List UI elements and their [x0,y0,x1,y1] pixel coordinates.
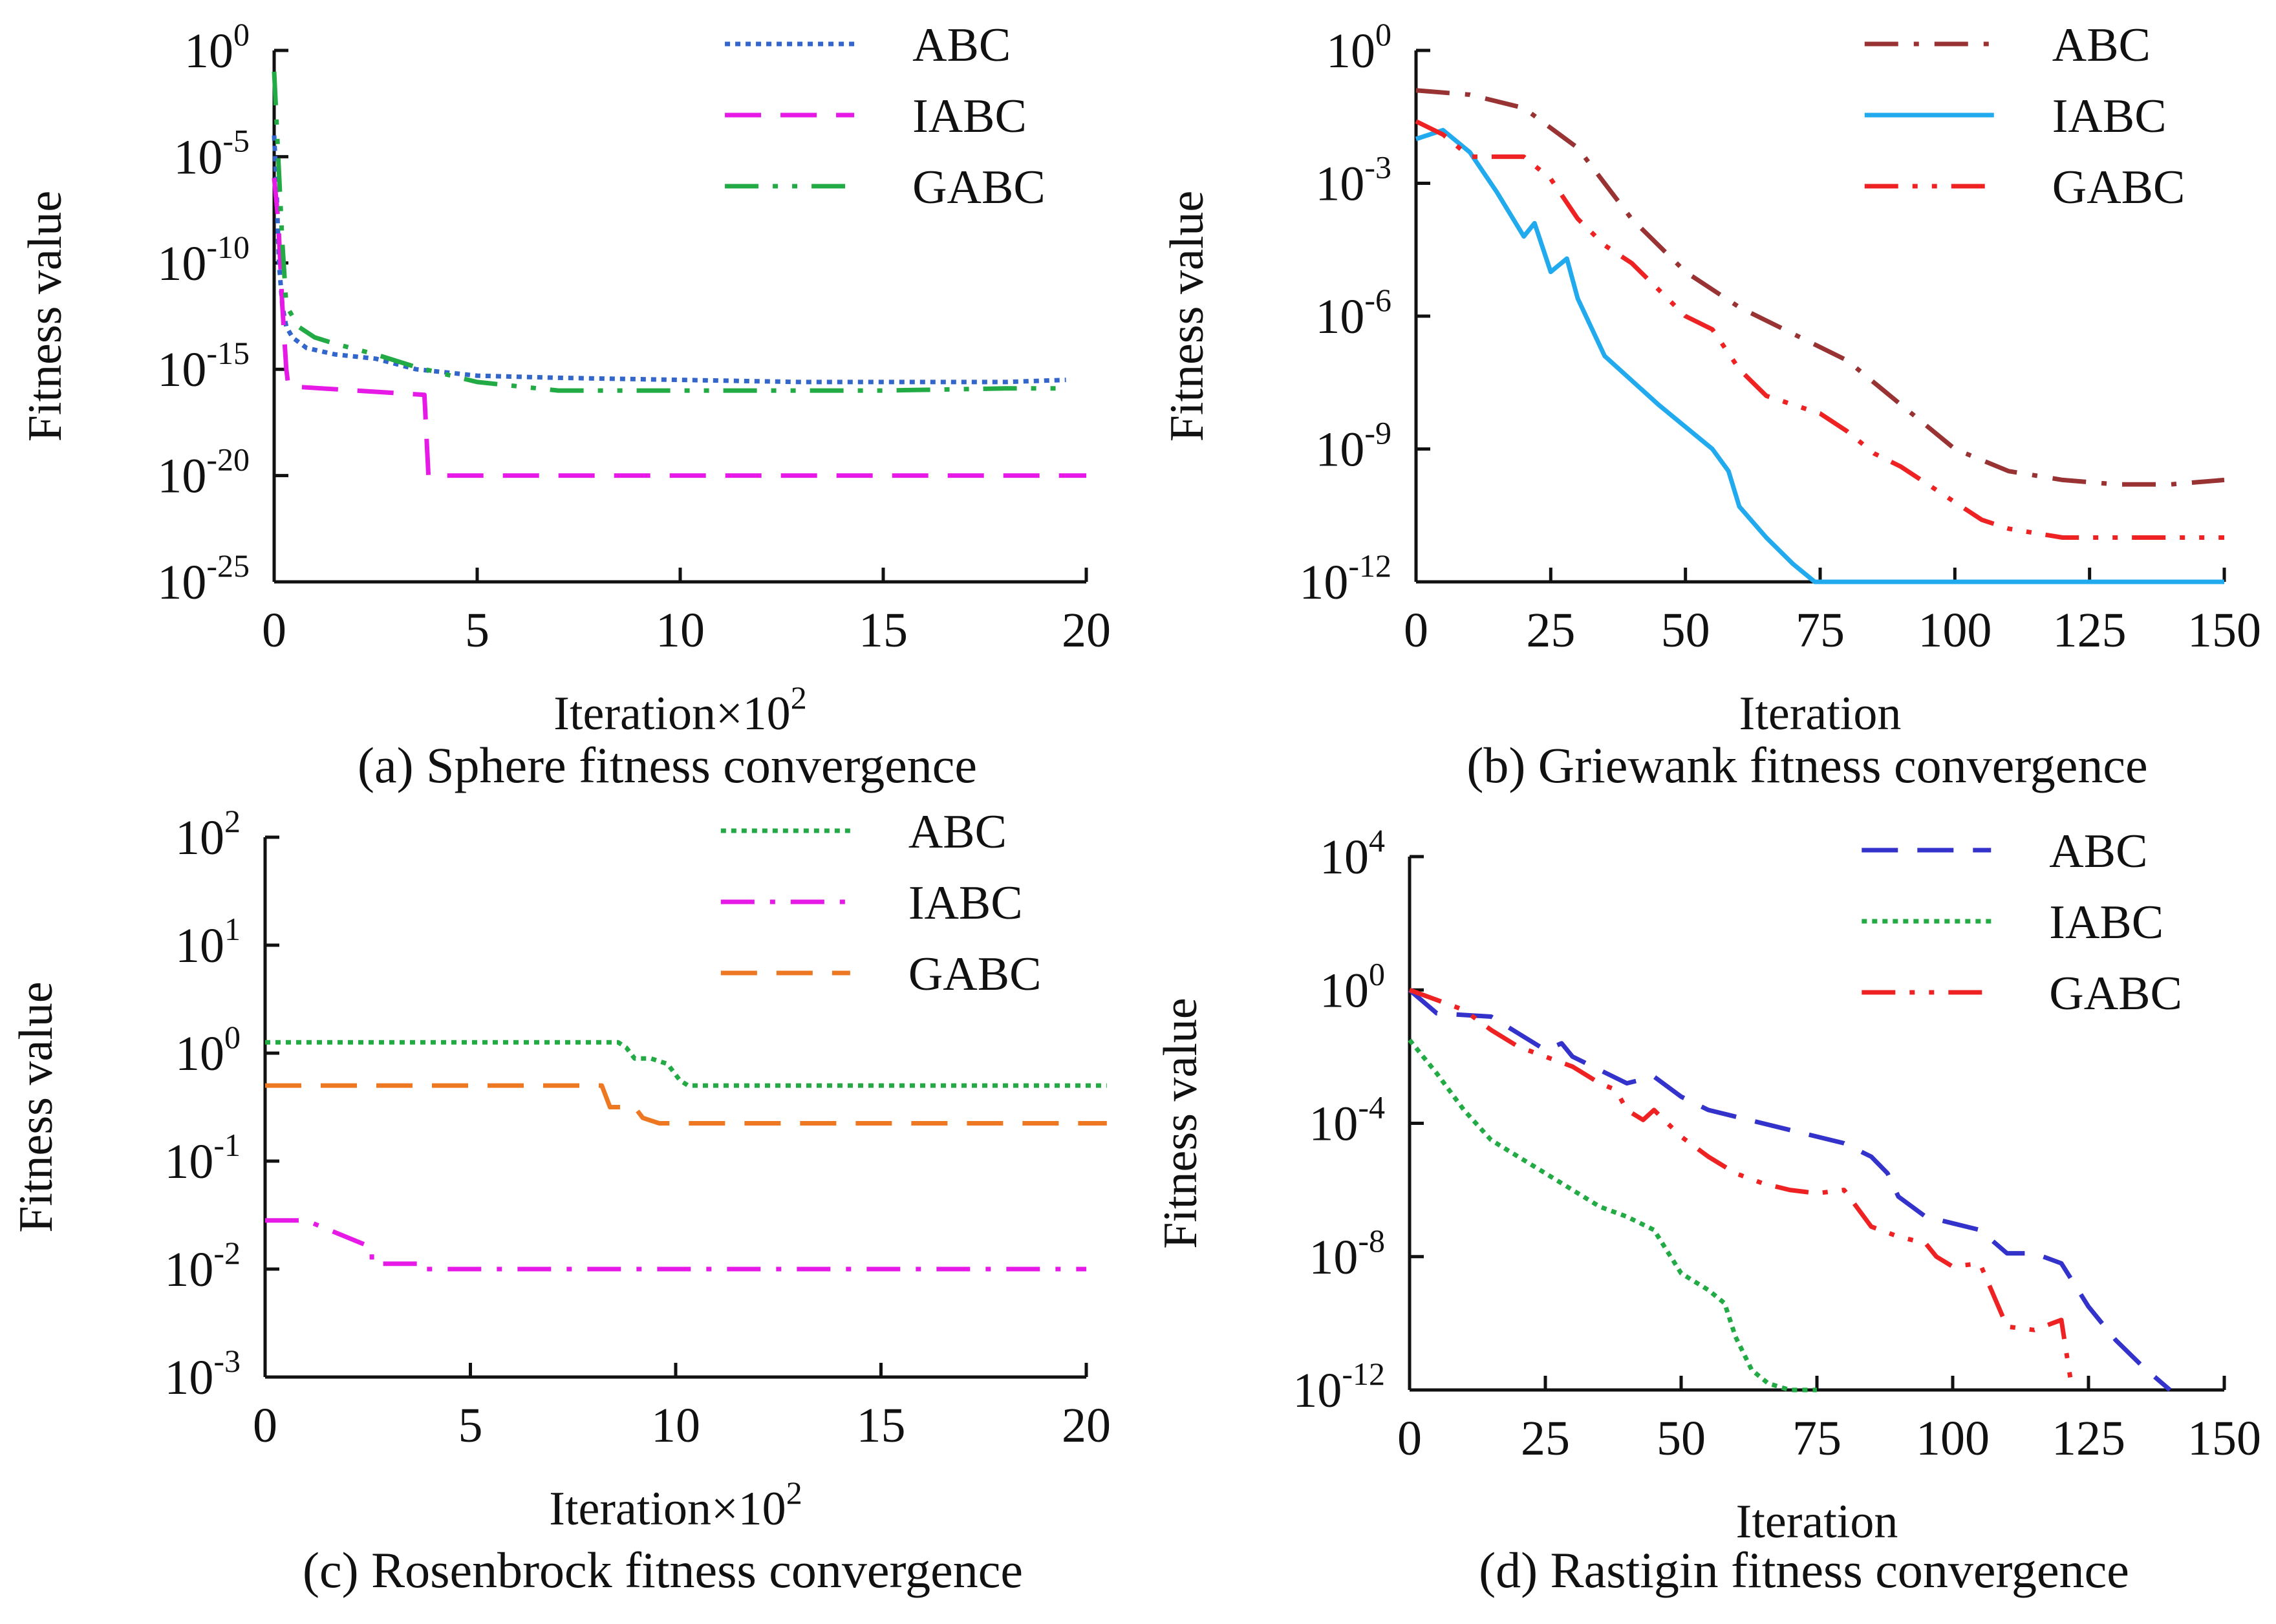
x-tick-label: 100 [1918,603,1992,657]
legend-label-abc: ABC [2049,825,2147,878]
legend-label-iabc: IABC [2052,90,2167,143]
x-tick-label: 25 [1521,1411,1570,1466]
y-tick-label: 10-5 [173,122,250,184]
x-axis-title: Iteration [1739,687,1902,740]
y-tick-label: 104 [1320,822,1385,884]
panel-2: 0 25 50 75 100 125 150 100 10-3 10-6 10-9 10-12 Fitn… [1161,16,2261,793]
series-line-iabc [265,1218,1086,1272]
y-tick-label: 10-3 [164,1343,241,1405]
x-tick-label: 10 [651,1398,700,1453]
x-tick-label: 0 [1404,603,1428,657]
series-line-gabc [272,71,1066,393]
series-line-iabc [1415,127,2224,584]
x-tick-label: 15 [859,603,908,657]
y-axis-title: Fitness value [10,981,63,1232]
legend-label-iabc: IABC [908,877,1023,930]
y-tick-label: 10-10 [157,229,250,291]
x-tick-label: 0 [262,603,286,657]
x-tick-label: 0 [1397,1411,1422,1466]
series-line-gabc [265,1083,1107,1126]
y-tick-label: 10-8 [1309,1223,1385,1285]
x-axis-title: Iteration×102 [553,679,806,740]
legend-label-gabc: GABC [2049,967,2182,1020]
legend-label-abc: ABC [912,19,1011,72]
series-line-gabc [1408,988,2075,1391]
y-tick-label: 10-12 [1293,1356,1385,1418]
y-tick-label: 100 [1320,956,1385,1018]
y-tick-label: 10-25 [157,548,250,610]
y-tick-label: 100 [184,16,250,78]
x-axis-title: Iteration [1736,1495,1898,1548]
y-tick-label: 10-12 [1299,548,1391,610]
legend-label-iabc: IABC [912,90,1027,143]
series-line-iabc [1408,1038,1817,1393]
legend-label-gabc: GABC [2052,161,2185,214]
x-tick-label: 75 [1796,603,1845,657]
y-tick-label: 10-9 [1315,415,1391,477]
series-line-iabc [272,177,1086,478]
y-tick-label: 10-15 [157,335,250,397]
panel-caption: (a) Sphere fitness convergence [358,737,977,793]
legend-label-gabc: GABC [912,161,1046,214]
x-tick-label: 10 [656,603,705,657]
y-tick-label: 10-1 [164,1127,241,1189]
legend-label-abc: ABC [2052,19,2151,72]
x-tick-label: 0 [253,1398,277,1453]
y-tick-label: 10-2 [164,1235,241,1297]
y-axis-title: Fitness value [19,191,72,442]
x-tick-label: 150 [2187,603,2261,657]
legend-label-abc: ABC [908,806,1007,859]
panel-caption: (b) Griewank fitness convergence [1466,737,2147,793]
x-axis-title: Iteration×102 [549,1475,802,1535]
series-line-gabc [1415,119,2224,540]
y-tick-label: 102 [175,803,241,865]
panel-caption: (c) Rosenbrock fitness convergence [303,1542,1023,1598]
panel-4: 0 25 50 75 100 125 150 104 100 10-4 10-8 10-12 Fitne… [1154,822,2261,1598]
y-tick-label: 10-20 [157,442,250,504]
panel-caption: (d) Rastigin fitness convergence [1479,1542,2129,1598]
x-tick-label: 20 [1062,603,1111,657]
panel-3: 0 5 10 15 20 102 101 100 10-1 10-2 10-3 Fitness val… [10,803,1111,1598]
panel-1: 0 5 10 15 20 100 10-5 10-10 10-15 10-20 10-25 Fitne… [19,16,1111,793]
series-line-abc [1408,988,2172,1392]
x-tick-label: 150 [2187,1411,2261,1466]
y-tick-label: 100 [1326,16,1391,78]
y-tick-label: 100 [175,1019,241,1081]
series-line-abc [1415,88,2225,487]
y-tick-label: 10-6 [1315,282,1391,344]
y-tick-label: 101 [175,911,241,973]
x-tick-label: 50 [1657,1411,1706,1466]
x-tick-label: 25 [1526,603,1575,657]
y-tick-label: 10-3 [1315,149,1391,211]
x-tick-label: 125 [2052,1411,2125,1466]
y-axis-title: Fitness value [1161,191,1214,442]
legend-label-iabc: IABC [2049,896,2163,949]
x-tick-label: 5 [458,1398,483,1453]
y-tick-label: 10-4 [1309,1089,1385,1151]
x-tick-label: 75 [1792,1411,1841,1466]
x-tick-label: 15 [857,1398,906,1453]
x-tick-label: 125 [2053,603,2127,657]
x-tick-label: 100 [1916,1411,1990,1466]
x-tick-label: 5 [465,603,489,657]
x-tick-label: 20 [1062,1398,1111,1453]
legend-label-gabc: GABC [908,948,1042,1001]
series-line-abc [265,1040,1107,1088]
x-tick-label: 50 [1661,603,1710,657]
y-axis-title: Fitness value [1154,998,1207,1248]
